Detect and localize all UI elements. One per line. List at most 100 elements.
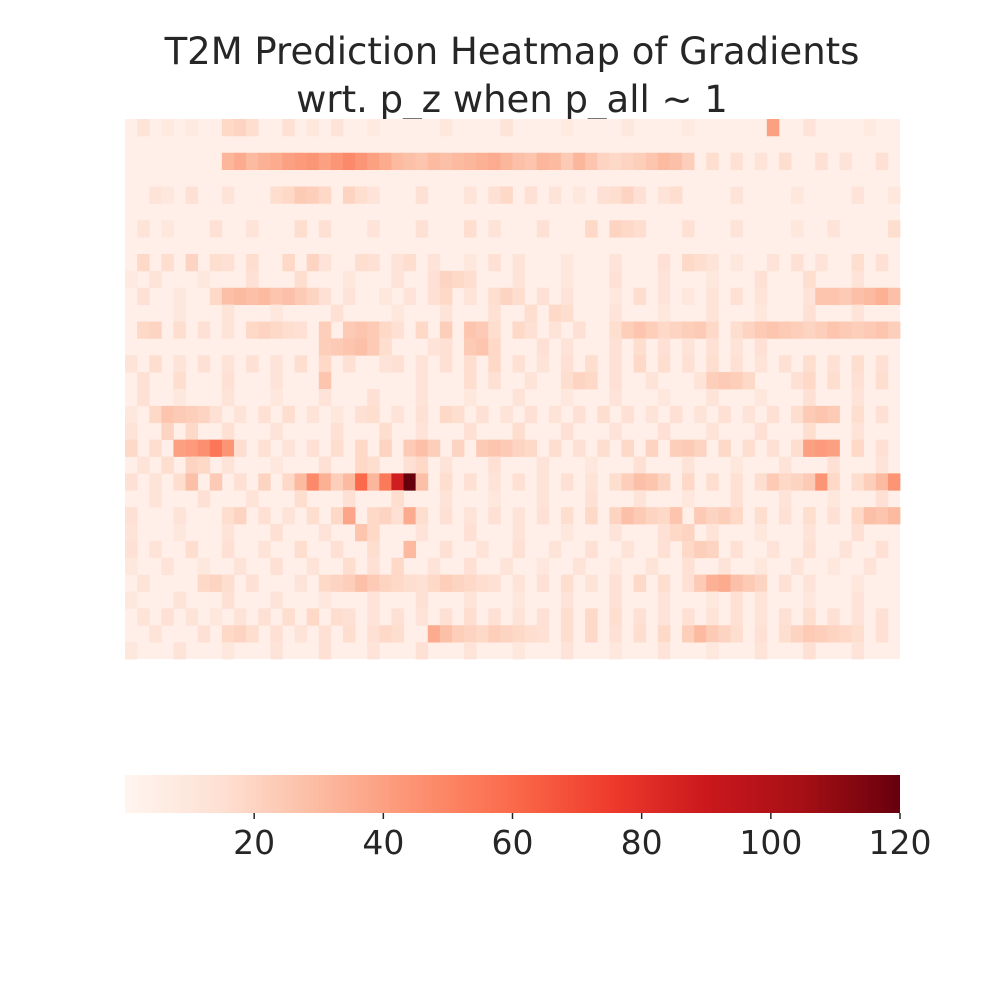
heatmap-cell [173, 439, 186, 457]
heatmap-cell [560, 591, 574, 609]
heatmap-cell [379, 507, 392, 525]
heatmap-cell [754, 287, 768, 306]
heatmap-cell [379, 439, 392, 457]
heatmap-cell [439, 608, 453, 626]
heatmap-cell [464, 473, 477, 491]
heatmap-cell [137, 321, 150, 339]
heatmap-cell [512, 608, 526, 626]
heatmap-cell [355, 254, 368, 272]
heatmap-cell [149, 625, 162, 643]
heatmap-cell [512, 625, 526, 643]
heatmap-cell [827, 372, 840, 390]
heatmap-cell [730, 186, 743, 204]
heatmap-cell [827, 557, 840, 576]
heatmap-cell [597, 405, 610, 424]
heatmap-cell [439, 287, 453, 306]
heatmap-cell [246, 254, 259, 272]
heatmap-cell [754, 473, 768, 491]
heatmap-cell [233, 557, 247, 576]
heatmap-cell [342, 270, 356, 289]
heatmap-cell [706, 254, 719, 272]
heatmap-cell [294, 490, 308, 508]
heatmap-cell [609, 254, 622, 272]
heatmap-cell [803, 574, 816, 592]
heatmap-cell [815, 152, 828, 171]
heatmap-cell [439, 490, 453, 508]
heatmap-cell [367, 405, 380, 424]
heatmap-cell [573, 321, 586, 339]
heatmap-cell [839, 287, 852, 306]
heatmap-cell [706, 574, 719, 592]
heatmap-cell [161, 119, 174, 137]
heatmap-cell [464, 186, 477, 204]
heatmap-cell [803, 591, 816, 609]
heatmap-cell [209, 439, 223, 457]
heatmap-cell [524, 625, 538, 643]
heatmap-cell [367, 507, 380, 525]
heatmap-cell [282, 608, 295, 626]
heatmap-cell [827, 507, 840, 525]
heatmap-cell [391, 304, 404, 322]
heatmap-cell [427, 270, 441, 289]
heatmap-cell [149, 490, 162, 508]
heatmap-cell [669, 186, 683, 204]
heatmap-cell [367, 152, 380, 171]
heatmap-cell [875, 355, 889, 373]
heatmap-cell [342, 186, 356, 204]
heatmap-cell [851, 355, 865, 373]
heatmap-cell [439, 355, 453, 373]
heatmap-cell [391, 473, 404, 491]
heatmap-cell [367, 524, 380, 542]
heatmap-cell [560, 270, 574, 289]
heatmap-cell [657, 574, 671, 592]
heatmap-cell [149, 405, 162, 424]
heatmap-cell [439, 625, 453, 643]
heatmap-cell [803, 524, 816, 542]
chart-title-line-1: T2M Prediction Heatmap of Gradients [164, 30, 860, 73]
heatmap-cell [633, 507, 647, 525]
heatmap-cell [464, 608, 477, 626]
heatmap-cell [633, 490, 647, 508]
heatmap-cell [451, 270, 465, 289]
heatmap-cell [476, 540, 489, 559]
heatmap-cell [887, 507, 901, 525]
heatmap-cell [161, 405, 174, 424]
heatmap-cell [706, 355, 719, 373]
colorbar [125, 775, 900, 813]
heatmap-cell [536, 574, 550, 592]
colorbar-tick-label: 40 [362, 823, 404, 862]
heatmap-cell [851, 321, 865, 339]
heatmap-cell [730, 574, 743, 592]
heatmap-cell [464, 287, 477, 306]
heatmap-cell [863, 321, 877, 339]
heatmap-cell [887, 321, 901, 339]
heatmap-cell [270, 372, 283, 390]
heatmap-cell [536, 557, 550, 576]
heatmap-cell [791, 321, 804, 339]
heatmap-cell [609, 625, 622, 643]
heatmap-cell [633, 220, 647, 238]
heatmap-cell [439, 119, 453, 137]
heatmap-cell [246, 152, 259, 171]
heatmap-cell [427, 625, 441, 643]
heatmap-cell [682, 608, 695, 626]
heatmap-cell [137, 608, 150, 626]
heatmap-cell [560, 642, 574, 660]
heatmap-cell [185, 439, 199, 457]
heatmap-cell [609, 186, 622, 204]
heatmap-cell [282, 119, 295, 137]
heatmap-cell [125, 540, 138, 559]
heatmap-cell [609, 608, 622, 626]
heatmap-cell [318, 574, 332, 592]
heatmap-cell [815, 254, 828, 272]
heatmap-cell [815, 473, 828, 491]
heatmap-cell [803, 608, 816, 626]
heatmap-cell [488, 625, 501, 643]
heatmap-cell [536, 456, 550, 474]
heatmap-cell [318, 456, 332, 474]
heatmap-cell [875, 490, 889, 508]
heatmap-cell [306, 152, 320, 171]
heatmap-cell [197, 270, 211, 289]
heatmap-cell [246, 355, 259, 373]
